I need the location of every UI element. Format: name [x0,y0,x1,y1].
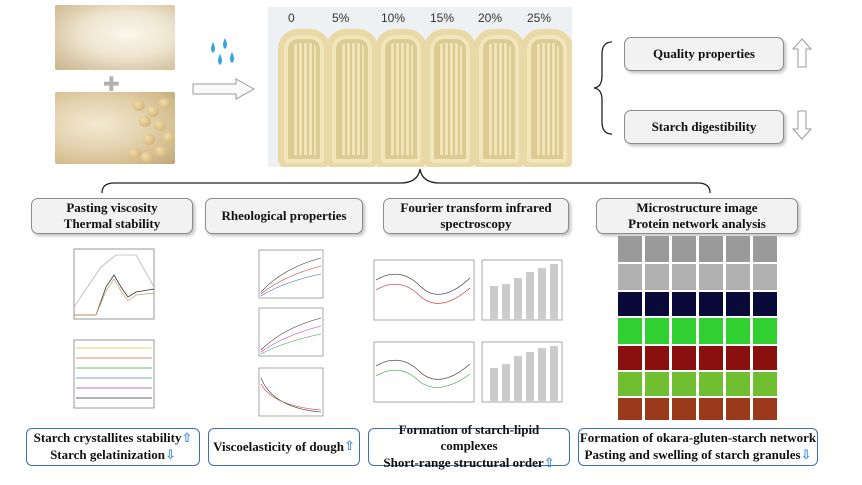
microstructure-image-grid [618,236,778,420]
down-arrow-icon: ⇩ [800,447,812,463]
concentration-label: 25% [527,11,552,25]
starch-digestibility-box: Starch digestibility [624,110,784,144]
ftir-label-line1: Fourier transform infrared [400,200,552,216]
pasting-thermal-box: Pasting viscosity Thermal stability [31,198,193,234]
result-box-ftir: Formation of starch-lipid complexes Shor… [368,422,570,471]
okara-soybean-photo [55,92,175,164]
noodle-bundle [278,29,330,167]
concentration-label: 5% [332,11,350,25]
hollow-up-arrow-icon [792,38,812,68]
rheology-chart-thumbnails [253,248,333,420]
noodle-bundle [326,29,378,167]
noodle-bundle [424,29,476,167]
concentration-label: 10% [381,11,406,25]
up-arrow-icon: ⇧ [181,430,193,446]
noodle-bundle [521,29,572,167]
ftir-label-line2: spectroscopy [440,216,512,231]
ftir-box: Fourier transform infrared spectroscopy [383,198,569,234]
plus-icon: ✚ [103,72,120,96]
right-brace [593,41,613,135]
result-line: Short-range structural order⇧ [383,454,555,471]
rheological-properties-box: Rheological properties [205,198,363,234]
concentration-label: 0 [288,11,295,25]
down-arrow-icon: ⇩ [165,448,176,463]
quality-properties-box: Quality properties [624,37,784,71]
ftir-chart-thumbnails [370,256,570,406]
concentration-label: 20% [478,11,503,25]
concentration-label: 15% [430,11,455,25]
result-box-starch: Starch crystallites stability⇧ Starch ge… [26,428,200,466]
up-arrow-icon: ⇧ [344,438,355,454]
hollow-down-arrow-icon [792,110,812,140]
microstructure-label: Microstructure image [636,200,758,216]
pasting-viscosity-chart-thumbnail [66,247,166,329]
result-line: Starch gelatinization⇩ [50,447,176,463]
wheat-flour-photo [55,5,175,70]
noodle-bundle [375,29,427,167]
protein-network-label: Protein network analysis [628,216,766,231]
result-line: Formation of starch-lipid complexes [398,422,540,454]
dsc-thermal-chart-thumbnail [66,338,166,416]
noodles-photo: 0 5% 10% 15% 20% 25% [268,7,572,167]
result-line: Formation of okara-gluten-starch network [579,430,817,446]
result-box-viscoelasticity: Viscoelasticity of dough ⇧ [208,428,360,466]
noodle-bundle [473,29,525,167]
pasting-viscosity-label: Pasting viscosity [66,200,158,216]
thermal-stability-label: Thermal stability [63,216,161,231]
lower-brace [101,168,711,194]
result-box-network: Formation of okara-gluten-starch network… [578,428,818,466]
result-line: Pasting and swelling of starch granules⇩ [584,446,812,463]
right-arrow-icon [192,78,256,100]
water-drops-icon [211,38,234,65]
microstructure-box: Microstructure image Protein network ana… [596,198,798,234]
result-line: Starch crystallites stability⇧ [33,429,193,446]
up-arrow-icon: ⇧ [543,455,555,471]
